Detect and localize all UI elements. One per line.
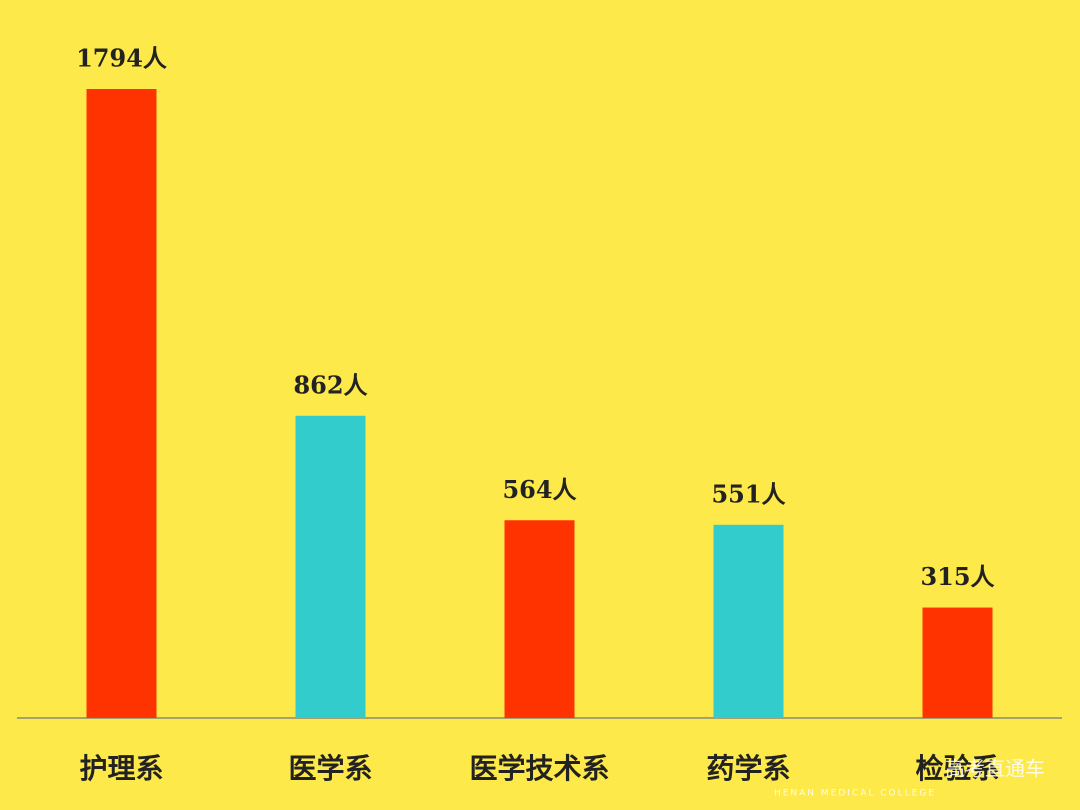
value-label: 551人	[711, 479, 785, 508]
value-label: 315人	[920, 562, 994, 591]
bar	[295, 415, 366, 718]
bar	[504, 520, 575, 718]
value-label: 862人	[293, 370, 367, 399]
bar	[713, 524, 784, 718]
x-tick-label: 医学技术系	[469, 752, 609, 785]
x-tick-label: 护理系	[79, 752, 163, 785]
value-label: 564人	[502, 475, 576, 504]
bar	[922, 607, 993, 718]
watermark: 高考直通车	[945, 757, 1045, 781]
x-tick-label: 医学系	[288, 752, 372, 785]
watermark: HENAN MEDICAL COLLEGE	[774, 789, 936, 799]
x-tick-label: 药学系	[706, 752, 790, 785]
value-label: 1794人	[76, 44, 167, 73]
bar	[86, 89, 157, 718]
x-tick-label: 检验系	[915, 752, 999, 785]
